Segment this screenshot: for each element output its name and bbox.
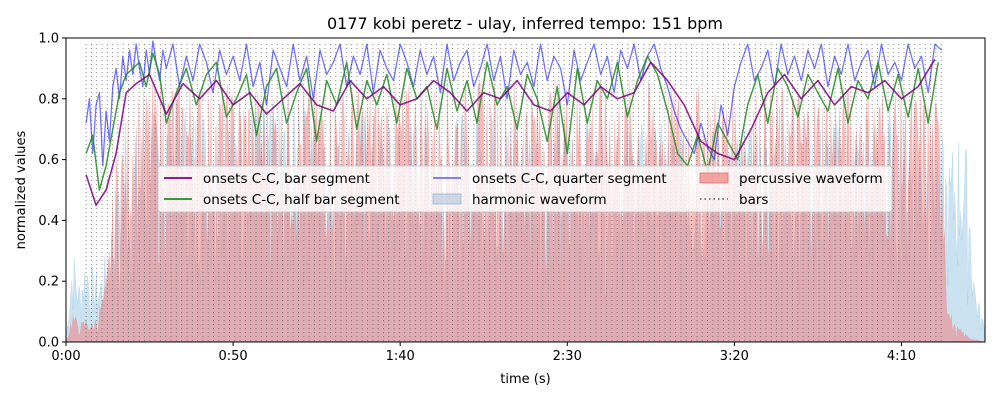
y-tick-label: 0.6 [38,153,59,168]
svg-text:onsets C-C, bar segment: onsets C-C, bar segment [203,171,370,187]
y-axis-label: normalized values [14,130,29,249]
onsets-bar-segment-line [85,58,936,206]
svg-text:percussive waveform: percussive waveform [739,171,883,187]
x-tick-label: 4:10 [887,349,916,364]
x-axis-label: time (s) [500,372,550,387]
onsets-half-bar-segment-line [85,52,939,191]
y-tick-label: 0.2 [38,275,59,290]
legend: onsets C-C, bar segment onsets C-C, half … [157,165,893,213]
legend-entry-half-bar-segment: onsets C-C, half bar segment [164,192,400,208]
svg-text:onsets C-C, half bar segment: onsets C-C, half bar segment [203,192,400,208]
legend-entry-percussive-waveform: percussive waveform [699,171,883,187]
x-tick-label: 3:20 [720,349,749,364]
svg-text:harmonic waveform: harmonic waveform [472,192,607,208]
legend-entry-bars: bars [700,192,768,208]
onsets-quarter-segment-line [85,40,943,167]
y-axis: 0.0 0.2 0.4 0.6 0.8 1.0 [38,32,66,351]
x-tick-label: 1:40 [386,349,415,364]
y-tick-label: 0.4 [38,214,59,229]
x-tick-label: 0:00 [51,349,80,364]
x-tick-label: 0:50 [218,349,247,364]
y-tick-label: 0.8 [38,92,59,107]
svg-text:onsets C-C, quarter segment: onsets C-C, quarter segment [472,171,667,187]
legend-entry-harmonic-waveform: harmonic waveform [432,192,607,208]
onset-lines-layer [85,40,943,206]
x-tick-label: 2:30 [553,349,582,364]
chart-title: 0177 kobi peretz - ulay, inferred tempo:… [327,14,723,33]
svg-text:bars: bars [739,192,768,208]
axes-frame [65,37,986,343]
y-tick-label: 0.0 [38,336,59,351]
legend-entry-bar-segment: onsets C-C, bar segment [164,171,370,187]
y-tick-label: 1.0 [38,32,59,47]
legend-entry-quarter-segment: onsets C-C, quarter segment [433,171,667,187]
x-axis: 0:00 0:50 1:40 2:30 3:20 4:10 [51,342,916,364]
